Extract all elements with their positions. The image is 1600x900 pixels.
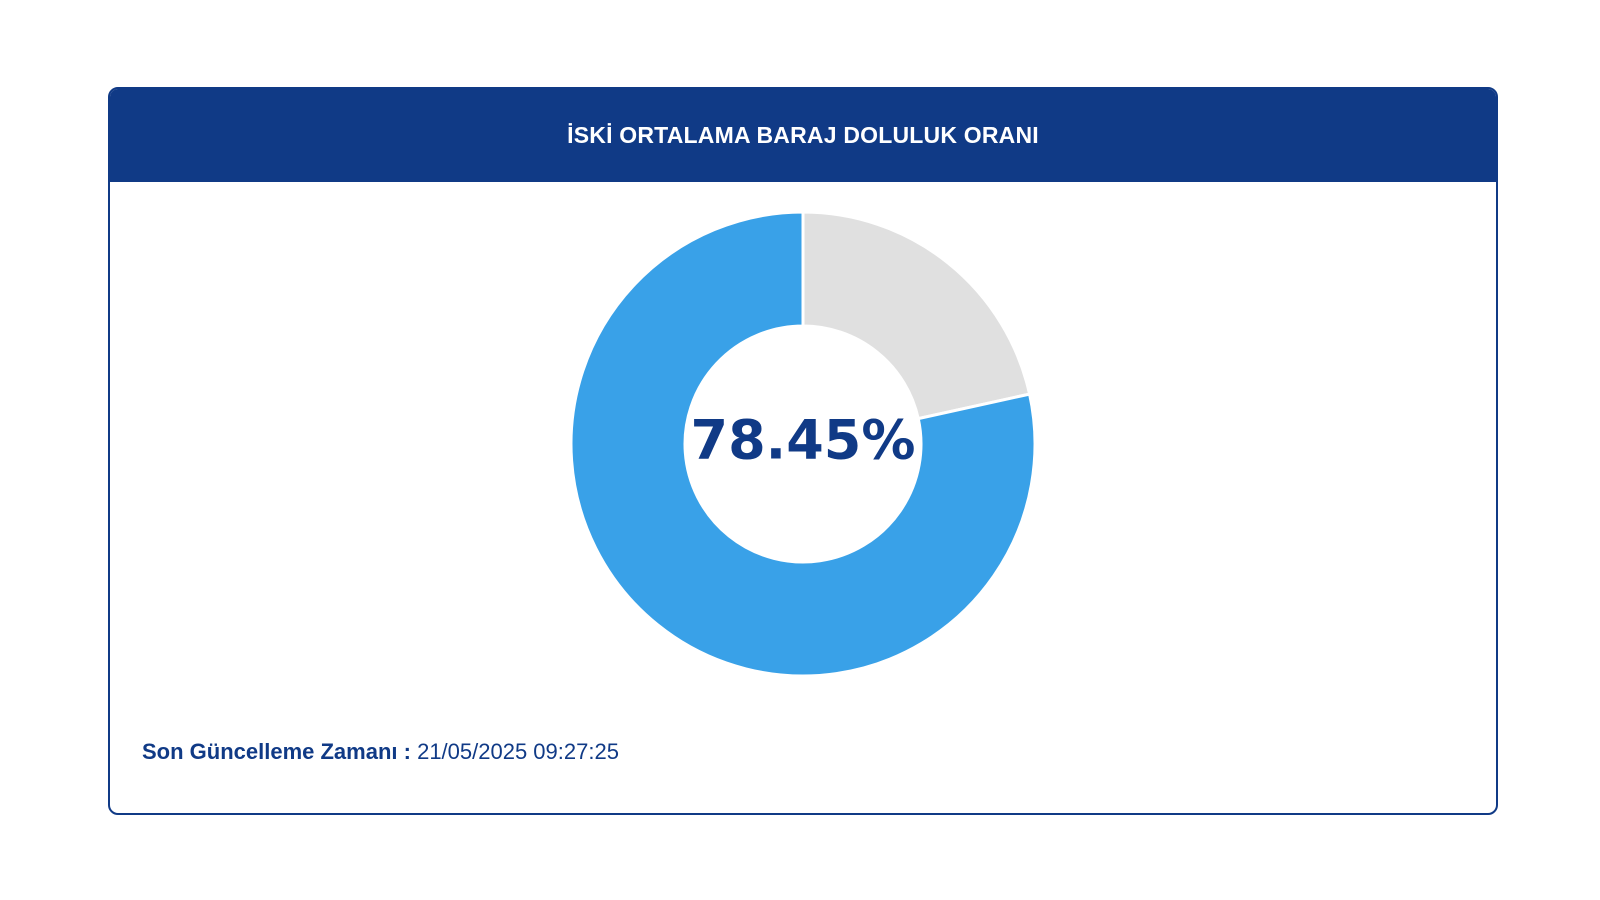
donut-slice-filled [569, 210, 1037, 678]
donut-center-value: 78.45% [691, 409, 916, 472]
donut-chart-area: 78.45% [110, 182, 1496, 702]
donut-chart: 78.45% [569, 210, 1037, 678]
last-update-label: Son Güncelleme Zamanı : [142, 739, 411, 764]
donut-slice-empty [801, 210, 1032, 421]
last-update: Son Güncelleme Zamanı : 21/05/2025 09:27… [142, 739, 619, 765]
card-header: İSKİ ORTALAMA BARAJ DOLULUK ORANI [110, 89, 1496, 182]
dam-fill-rate-card: İSKİ ORTALAMA BARAJ DOLULUK ORANI 78.45%… [108, 87, 1498, 815]
card-title: İSKİ ORTALAMA BARAJ DOLULUK ORANI [567, 122, 1039, 148]
donut-slices [569, 210, 1037, 678]
last-update-value: 21/05/2025 09:27:25 [417, 739, 619, 764]
